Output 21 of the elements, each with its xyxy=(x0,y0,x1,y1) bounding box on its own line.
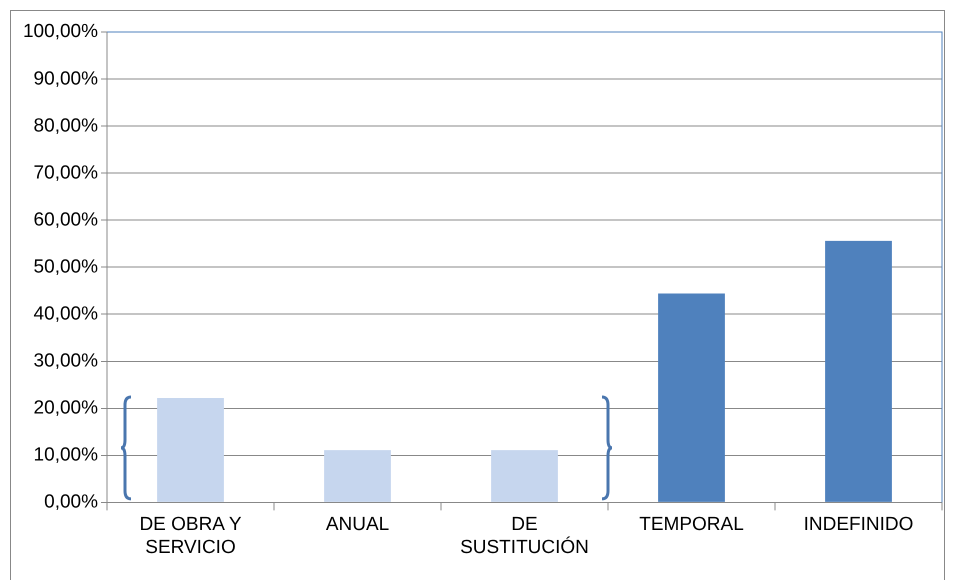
y-tick-label: 50,00% xyxy=(34,256,98,278)
x-tick-label: INDEFINIDO xyxy=(804,514,914,536)
bar xyxy=(324,450,391,502)
bar xyxy=(491,450,558,502)
y-tick-label: 100,00% xyxy=(22,21,98,42)
x-tick-label: DE OBRA Y SERVICIO xyxy=(139,514,242,558)
x-tick-label: ANUAL xyxy=(326,514,390,536)
y-tick-label: 40,00% xyxy=(34,303,98,324)
bar xyxy=(157,398,224,502)
y-tick-label: 70,00% xyxy=(34,162,98,184)
y-tick-label: 20,00% xyxy=(34,398,98,419)
y-tick-label: 10,00% xyxy=(34,444,98,466)
bar xyxy=(825,240,892,502)
y-tick-label: 90,00% xyxy=(34,68,98,90)
bar xyxy=(658,294,725,502)
y-tick-label: 0,00% xyxy=(44,492,98,513)
y-tick-label: 80,00% xyxy=(34,115,98,136)
x-tick-label: TEMPORAL xyxy=(639,514,744,536)
x-tick-label: DE SUSTITUCIÓN xyxy=(460,514,589,558)
y-tick-label: 30,00% xyxy=(34,350,98,372)
y-tick-label: 60,00% xyxy=(34,209,98,230)
